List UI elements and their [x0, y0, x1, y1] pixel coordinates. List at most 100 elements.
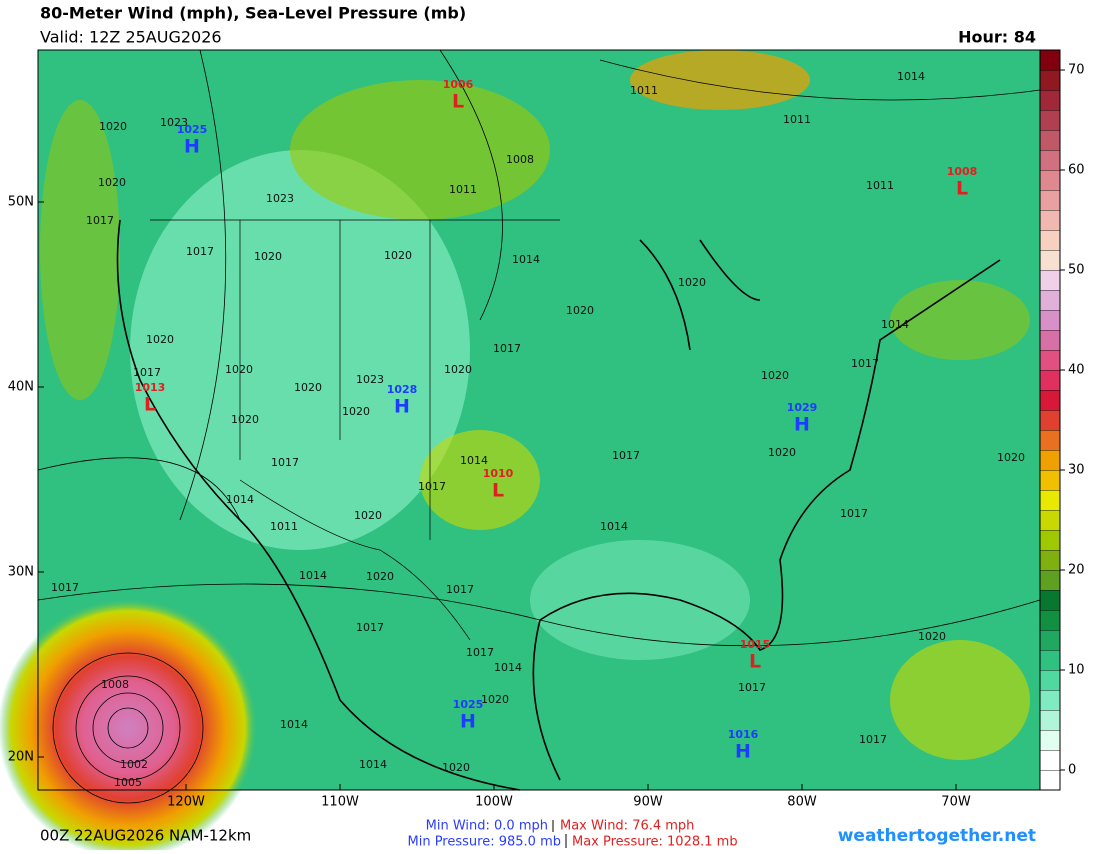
lon-label: 70W	[941, 795, 971, 810]
isobar-label: 1017	[738, 681, 766, 694]
lon-label: 90W	[633, 795, 663, 810]
center-value: 1016	[728, 728, 759, 741]
isobar-label: 1017	[859, 733, 887, 746]
site-credit[interactable]: weathertogether.net	[838, 826, 1036, 846]
colorbar-band	[1039, 669, 1061, 691]
center-value: 1025	[177, 123, 208, 136]
colorbar-band	[1039, 129, 1061, 151]
isobar-label: 1011	[449, 183, 477, 196]
center-value: 1006	[443, 78, 474, 91]
colorbar-band	[1039, 329, 1061, 351]
wind-field	[890, 640, 1030, 760]
colorbar-band	[1039, 369, 1061, 391]
isobar-label: 1020	[366, 570, 394, 583]
max-wind: Max Wind: 76.4 mph	[560, 819, 694, 834]
colorbar-band	[1039, 649, 1061, 671]
colorbar-band	[1039, 69, 1061, 91]
center-type: H	[394, 396, 410, 418]
colorbar-band	[1039, 249, 1061, 271]
coastlines	[116, 219, 1001, 791]
isobar-label: 1020	[997, 451, 1025, 464]
colorbar-band	[1039, 229, 1061, 251]
isobar-label: 1020	[761, 369, 789, 382]
isobar-label: 1011	[270, 520, 298, 533]
center-type: L	[452, 91, 464, 113]
colorbar-label: 0	[1068, 763, 1076, 778]
colorbar-band	[1039, 49, 1061, 71]
center-value: 1010	[483, 467, 514, 480]
colorbar-band	[1039, 89, 1061, 111]
colorbar-band	[1039, 389, 1061, 411]
isobar-label: 1011	[866, 179, 894, 192]
isobar-label: 1017	[466, 646, 494, 659]
colorbar-band	[1039, 529, 1061, 551]
isobar-label: 1014	[881, 318, 909, 331]
isobar-label: 1014	[897, 70, 925, 83]
wind-field	[420, 430, 540, 530]
isobar-label: 1020	[225, 363, 253, 376]
colorbar-band	[1039, 149, 1061, 171]
isobar-label: 1020	[231, 413, 259, 426]
isobar-label: 1017	[612, 449, 640, 462]
isobar-label: 1002	[120, 758, 148, 771]
isobar-label: 1020	[146, 333, 174, 346]
colorbar-band	[1039, 169, 1061, 191]
colorbar-band	[1039, 609, 1061, 631]
center-type: L	[956, 178, 968, 200]
colorbar-label: 20	[1068, 563, 1085, 578]
center-value: 1008	[947, 165, 978, 178]
isobar-label: 1014	[512, 253, 540, 266]
center-type: H	[735, 741, 751, 763]
center-value: 1025	[453, 698, 484, 711]
wind-field	[40, 100, 120, 400]
colorbar-band	[1039, 309, 1061, 331]
isobar-label: 1017	[271, 456, 299, 469]
isobar-label: 1014	[226, 493, 254, 506]
isobar-label: 1017	[356, 621, 384, 634]
isobar-label: 1020	[444, 363, 472, 376]
hurricane-wind	[0, 598, 258, 854]
lon-label: 120W	[167, 795, 205, 810]
isobar-label: 1014	[299, 569, 327, 582]
colorbar-band	[1039, 689, 1061, 711]
isobar-label: 1014	[600, 520, 628, 533]
colorbar-band	[1039, 709, 1061, 731]
min-wind: Min Wind: 0.0 mph	[426, 819, 548, 834]
isobar-label: 1008	[506, 153, 534, 166]
isobar-label: 1020	[99, 120, 127, 133]
isobar-label: 1011	[783, 113, 811, 126]
colorbar-label: 60	[1068, 163, 1085, 178]
lat-label: 40N	[8, 380, 34, 395]
colorbar-label: 10	[1068, 663, 1085, 678]
isobar-label: 1020	[294, 381, 322, 394]
colorbar-band	[1039, 449, 1061, 471]
valid-time: Valid: 12Z 25AUG2026	[40, 28, 222, 47]
lat-label: 50N	[8, 195, 34, 210]
isobar-label: 1017	[133, 366, 161, 379]
lat-label: 30N	[8, 565, 34, 580]
isobar-label: 1020	[918, 630, 946, 643]
colorbar-band	[1039, 429, 1061, 451]
isobar-label: 1017	[86, 214, 114, 227]
title: 80-Meter Wind (mph), Sea-Level Pressure …	[40, 4, 466, 23]
isobar-label: 1020	[442, 761, 470, 774]
isobar-label: 1017	[446, 583, 474, 596]
colorbar-band	[1039, 729, 1061, 751]
colorbar-band	[1039, 749, 1061, 771]
map	[0, 49, 1041, 854]
isobar-label: 1017	[493, 342, 521, 355]
isobar-label: 1020	[354, 509, 382, 522]
colorbar-band	[1039, 469, 1061, 491]
model-run: 00Z 22AUG2026 NAM-12km	[40, 827, 251, 845]
isobar-label: 1020	[254, 250, 282, 263]
colorbar-band	[1039, 209, 1061, 231]
forecast-hour: Hour: 84	[958, 28, 1036, 47]
wind-field	[130, 150, 470, 550]
colorbar-band	[1039, 289, 1061, 311]
lon-label: 80W	[787, 795, 817, 810]
colorbar-label: 70	[1068, 63, 1085, 78]
isobar-label: 1023	[356, 373, 384, 386]
lon-label: 100W	[475, 795, 513, 810]
colorbar-frame	[1039, 49, 1061, 791]
isobar-label: 1020	[481, 693, 509, 706]
